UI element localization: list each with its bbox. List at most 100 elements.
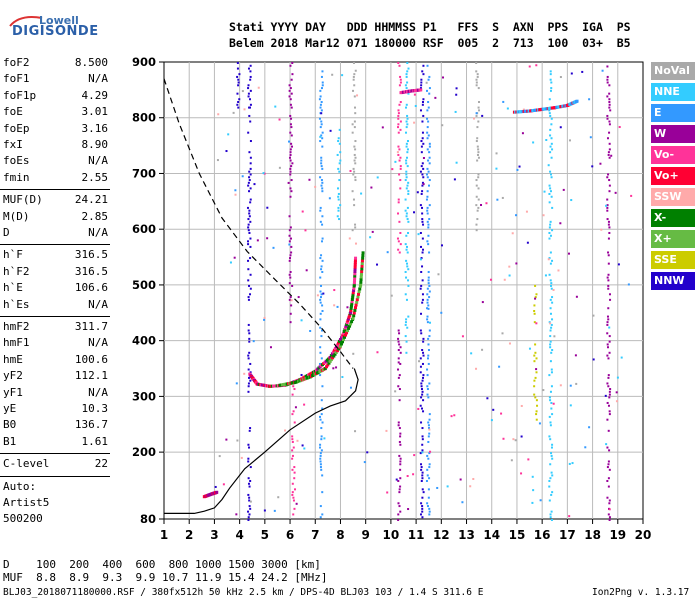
echo-dot bbox=[421, 510, 424, 513]
echo-dot bbox=[608, 326, 611, 329]
echo-dot bbox=[427, 106, 430, 109]
echo-dot bbox=[548, 321, 551, 324]
param-key: fmin bbox=[3, 170, 30, 184]
echo-dot bbox=[427, 270, 430, 273]
x-trace-point bbox=[358, 287, 362, 291]
echo-dot bbox=[405, 162, 408, 165]
echo-dot bbox=[550, 510, 553, 513]
echo-dot bbox=[584, 446, 587, 449]
echo-dot bbox=[397, 329, 400, 332]
echo-dot bbox=[475, 81, 478, 84]
echo-dot bbox=[420, 145, 423, 148]
echo-dot bbox=[607, 463, 610, 466]
echo-dot bbox=[427, 223, 430, 226]
echo-dot bbox=[525, 210, 528, 213]
echo-dot bbox=[428, 477, 431, 480]
param-key: B1 bbox=[3, 434, 17, 448]
echo-dot bbox=[214, 485, 217, 488]
echo-dot bbox=[606, 218, 609, 221]
echo-dot bbox=[427, 226, 430, 229]
echo-dot bbox=[406, 148, 409, 151]
echo-dot bbox=[291, 284, 294, 287]
echo-dot bbox=[544, 274, 547, 277]
echo-dot bbox=[348, 237, 351, 240]
echo-dot bbox=[292, 410, 295, 413]
echo-dot bbox=[548, 192, 551, 195]
echo-dot bbox=[550, 282, 553, 285]
echo-dot bbox=[404, 198, 407, 201]
echo-dot bbox=[319, 296, 322, 299]
echo-dot bbox=[427, 282, 430, 285]
echo-dot bbox=[420, 382, 423, 385]
x-tick-label: 15 bbox=[509, 528, 526, 542]
echo-dot bbox=[428, 428, 431, 431]
echo-dot bbox=[354, 226, 357, 229]
echo-dot bbox=[407, 508, 410, 511]
echo-dot bbox=[413, 121, 416, 124]
echo-dot bbox=[557, 269, 560, 272]
x-trace-point bbox=[323, 367, 327, 371]
echo-dot bbox=[422, 337, 425, 340]
echo-dot bbox=[399, 231, 402, 234]
echo-dot bbox=[332, 367, 335, 370]
echo-dot bbox=[419, 371, 422, 374]
echo-dot bbox=[397, 145, 400, 148]
echo-dot bbox=[426, 318, 429, 321]
echo-dot bbox=[568, 462, 571, 465]
echo-dot bbox=[548, 109, 551, 112]
legend-item-x: X+ bbox=[651, 230, 695, 248]
echo-dot bbox=[469, 485, 472, 488]
echo-dot bbox=[300, 319, 303, 322]
echo-dot bbox=[549, 329, 552, 332]
echo-dot bbox=[534, 351, 537, 354]
echo-dot bbox=[289, 153, 292, 156]
echo-dot bbox=[610, 154, 613, 157]
param-separator bbox=[0, 244, 110, 246]
echo-dot bbox=[376, 263, 379, 266]
echo-dot bbox=[421, 265, 424, 268]
x-trace-point bbox=[329, 358, 333, 362]
o-trace-point bbox=[349, 309, 353, 313]
echo-dot bbox=[398, 159, 401, 162]
echo-dot bbox=[549, 340, 552, 343]
echo-dot bbox=[420, 151, 423, 154]
echo-dot bbox=[549, 145, 552, 148]
echo-dot bbox=[235, 513, 238, 516]
echo-dot bbox=[607, 223, 610, 226]
echo-dot bbox=[397, 126, 400, 129]
digisonde-logo-swoosh bbox=[9, 16, 43, 27]
echo-dot bbox=[426, 220, 429, 223]
echo-dot bbox=[476, 209, 479, 212]
param-separator bbox=[0, 316, 110, 317]
echo-dot bbox=[506, 107, 509, 110]
echo-dot bbox=[248, 106, 251, 109]
echo-dot bbox=[606, 78, 609, 81]
echo-dot bbox=[234, 189, 237, 192]
echo-dot bbox=[426, 474, 429, 477]
echo-dot bbox=[422, 167, 425, 170]
echo-dot bbox=[272, 246, 275, 249]
echo-dot bbox=[549, 223, 552, 226]
echo-dot bbox=[248, 340, 251, 343]
x-trace-point bbox=[345, 331, 349, 335]
echo-dot bbox=[406, 117, 409, 120]
echo-dot bbox=[319, 257, 322, 260]
echo-dot bbox=[559, 126, 562, 129]
echo-dot bbox=[427, 159, 430, 162]
echo-dot bbox=[608, 449, 611, 452]
echo-dot bbox=[398, 427, 401, 430]
echo-dot bbox=[321, 385, 324, 388]
echo-dot bbox=[354, 112, 357, 115]
echo-dot bbox=[386, 251, 389, 254]
echo-dot bbox=[551, 206, 554, 209]
echo-dot bbox=[421, 474, 424, 477]
echo-dot bbox=[548, 396, 551, 399]
echo-dot bbox=[247, 329, 250, 332]
echo-dot bbox=[288, 84, 291, 87]
echo-dot bbox=[354, 162, 357, 165]
o-trace-point bbox=[352, 286, 356, 290]
echo-dot bbox=[627, 283, 630, 286]
echo-dot bbox=[406, 123, 409, 126]
echo-dot bbox=[515, 262, 518, 265]
echo-dot bbox=[426, 195, 429, 198]
